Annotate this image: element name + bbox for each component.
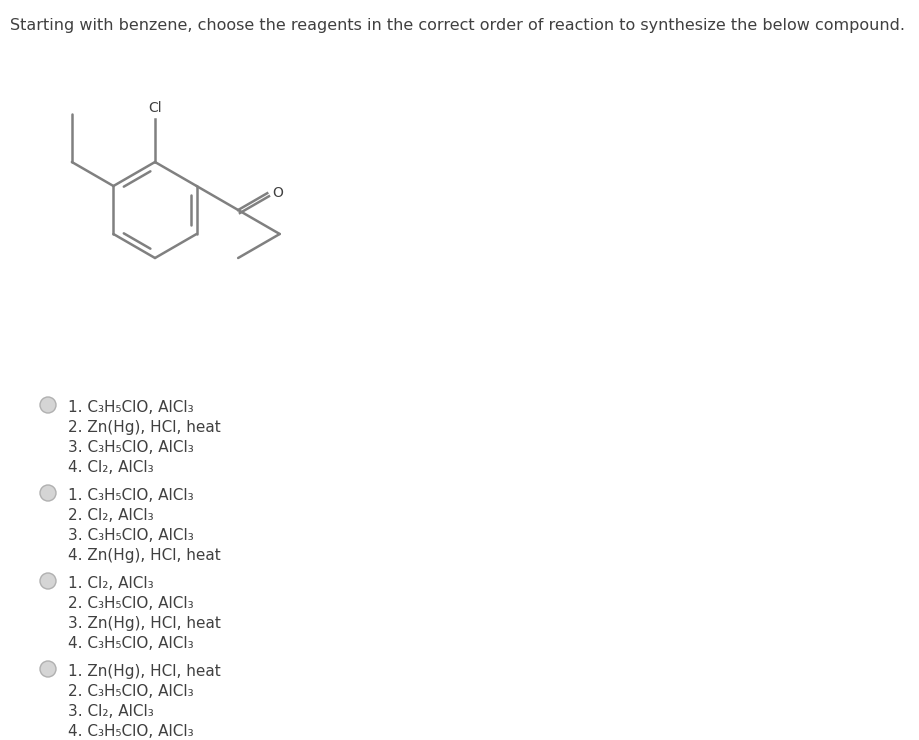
- Text: 2. C₃H₅ClO, AlCl₃: 2. C₃H₅ClO, AlCl₃: [68, 684, 193, 699]
- Circle shape: [40, 485, 56, 501]
- Text: 2. Cl₂, AlCl₃: 2. Cl₂, AlCl₃: [68, 508, 153, 523]
- Circle shape: [40, 573, 56, 589]
- Text: 2. Zn(Hg), HCl, heat: 2. Zn(Hg), HCl, heat: [68, 420, 221, 435]
- Text: 4. Cl₂, AlCl₃: 4. Cl₂, AlCl₃: [68, 460, 153, 475]
- Text: O: O: [272, 186, 283, 201]
- Circle shape: [40, 661, 56, 677]
- Text: 1. C₃H₅ClO, AlCl₃: 1. C₃H₅ClO, AlCl₃: [68, 400, 193, 415]
- Text: 3. C₃H₅ClO, AlCl₃: 3. C₃H₅ClO, AlCl₃: [68, 528, 194, 543]
- Text: 1. Zn(Hg), HCl, heat: 1. Zn(Hg), HCl, heat: [68, 664, 221, 679]
- Text: 3. Cl₂, AlCl₃: 3. Cl₂, AlCl₃: [68, 704, 153, 719]
- Text: Cl: Cl: [148, 101, 162, 115]
- Text: 2. C₃H₅ClO, AlCl₃: 2. C₃H₅ClO, AlCl₃: [68, 596, 193, 611]
- Text: Starting with benzene, choose the reagents in the correct order of reaction to s: Starting with benzene, choose the reagen…: [10, 18, 904, 33]
- Text: 3. C₃H₅ClO, AlCl₃: 3. C₃H₅ClO, AlCl₃: [68, 440, 194, 455]
- Text: 4. Zn(Hg), HCl, heat: 4. Zn(Hg), HCl, heat: [68, 548, 221, 563]
- Text: 4. C₃H₅ClO, AlCl₃: 4. C₃H₅ClO, AlCl₃: [68, 724, 193, 739]
- Text: 1. Cl₂, AlCl₃: 1. Cl₂, AlCl₃: [68, 576, 153, 591]
- Text: 3. Zn(Hg), HCl, heat: 3. Zn(Hg), HCl, heat: [68, 616, 221, 631]
- Circle shape: [40, 397, 56, 413]
- Text: 1. C₃H₅ClO, AlCl₃: 1. C₃H₅ClO, AlCl₃: [68, 488, 193, 503]
- Text: 4. C₃H₅ClO, AlCl₃: 4. C₃H₅ClO, AlCl₃: [68, 636, 193, 651]
